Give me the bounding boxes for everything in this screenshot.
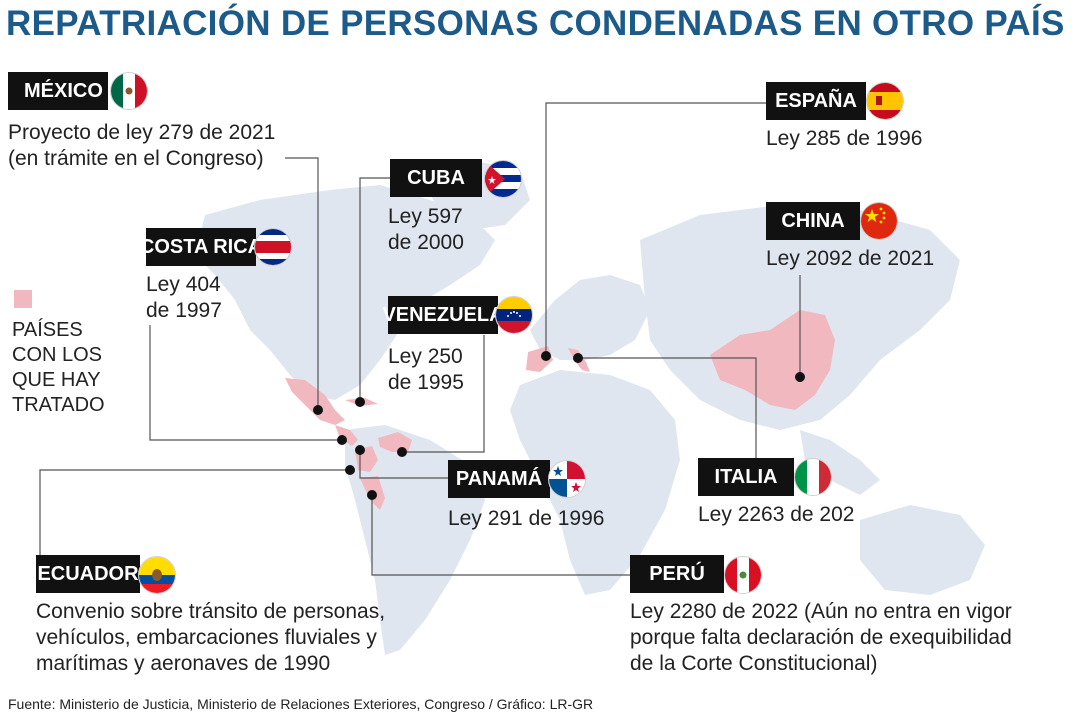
italy-law: Ley 2263 de 202 — [698, 503, 855, 526]
peru-flag-icon — [724, 556, 762, 594]
spain-law: Ley 285 de 1996 — [766, 127, 923, 150]
cuba-flag-icon — [484, 160, 522, 198]
peru-dot — [367, 490, 377, 500]
ecuador-connector — [39, 469, 350, 555]
panama-connector — [359, 450, 448, 479]
costa-rica-law: Ley 404 de 1997 — [146, 273, 222, 322]
panama-dot — [355, 445, 365, 455]
page-title: REPATRIACIÓN DE PERSONAS CONDENADAS EN O… — [6, 4, 1065, 43]
legend-text: PAÍSES CON LOS QUE HAY TRATADO — [12, 319, 105, 416]
source-note: Fuente: Ministerio de Justicia, Minister… — [8, 696, 594, 712]
peru-connector — [371, 493, 630, 576]
southeast-asia-land — [800, 430, 880, 495]
spain-flag-icon — [866, 82, 904, 120]
china-law: Ley 2092 de 2021 — [766, 247, 935, 270]
africa-land — [510, 370, 680, 595]
mexico-law: Proyecto de ley 279 de 2021 (en trámite … — [8, 121, 276, 170]
costa-rica-dot — [337, 435, 347, 445]
location-dots — [313, 351, 805, 500]
ecuador-label: ECUADOR — [36, 555, 140, 593]
legend-swatch — [14, 290, 32, 308]
ecuador-dot — [345, 465, 355, 475]
mexico-shape — [285, 378, 345, 425]
spain-connector — [545, 102, 766, 355]
australia-land — [860, 505, 985, 595]
panama-law: Ley 291 de 1996 — [448, 507, 605, 530]
cuba-label: CUBA — [390, 159, 482, 197]
cuba-law: Ley 597 de 2000 — [388, 205, 464, 254]
peru-label: PERÚ — [630, 555, 724, 593]
venezuela-connector — [402, 335, 485, 453]
mexico-label: MÉXICO — [8, 72, 108, 110]
italy-dot — [573, 353, 583, 363]
panama-flag-icon — [548, 460, 586, 498]
ecuador-law: Convenio sobre tránsito de personas, veh… — [36, 600, 386, 675]
central-america-shape — [335, 425, 358, 446]
peru-law: Ley 2280 de 2022 (Aún no entra en vigor … — [630, 600, 1012, 675]
mexico-connector — [285, 157, 319, 408]
italy-connector — [578, 357, 757, 458]
costa-rica-flag-icon — [254, 228, 292, 266]
venezuela-label: VENEZUELA — [382, 296, 504, 334]
venezuela-flag-icon — [495, 296, 533, 334]
europe-land — [530, 275, 650, 360]
mexico-dot — [313, 405, 323, 415]
china-label: CHINA — [766, 202, 860, 240]
italy-label: ITALIA — [698, 458, 794, 496]
connector-lines — [39, 102, 801, 576]
china-flag-icon — [860, 202, 898, 240]
panama-label: PANAMÁ — [448, 460, 550, 498]
cuba-connector — [359, 177, 392, 400]
ecuador-flag-icon — [138, 556, 176, 594]
mexico-flag-icon — [110, 72, 148, 110]
cuba-dot — [355, 397, 365, 407]
costa-rica-connector — [149, 325, 342, 441]
china-shape — [710, 310, 835, 410]
venezuela-dot — [397, 447, 407, 457]
spain-dot — [541, 351, 551, 361]
venezuela-law: Ley 250 de 1995 — [388, 345, 464, 394]
spain-label: ESPAÑA — [766, 82, 866, 120]
china-dot — [795, 372, 805, 382]
costa-rica-label: COSTA RICA — [140, 228, 262, 266]
venezuela-shape — [378, 432, 412, 452]
italy-flag-icon — [794, 458, 832, 496]
